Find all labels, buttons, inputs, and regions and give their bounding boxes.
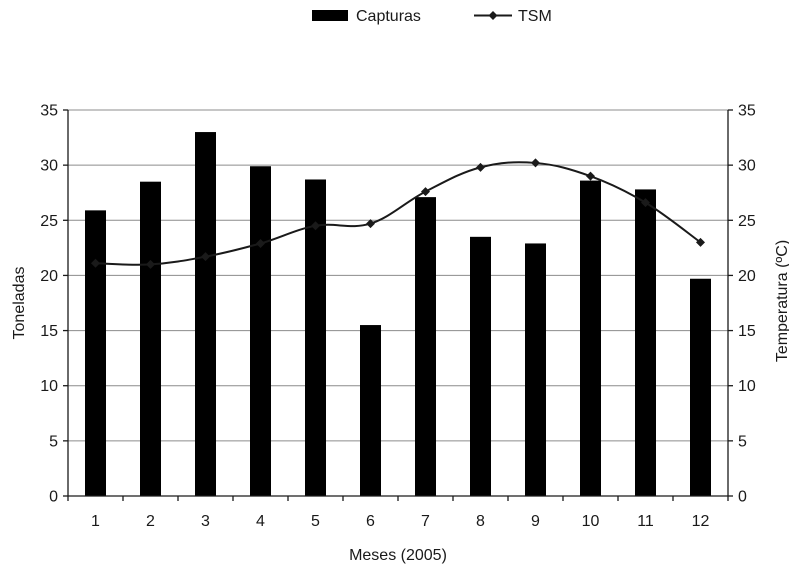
y-right-tick-label-25: 25 — [738, 213, 756, 230]
marker-tsm-3 — [201, 252, 210, 262]
x-tick-label-4: 4 — [256, 513, 265, 530]
bar-capturas-11 — [635, 189, 656, 497]
line-tsm — [95, 161, 702, 266]
x-tick-label-8: 8 — [476, 513, 485, 530]
marker-tsm-4 — [256, 238, 265, 248]
y-right-tick-label-5: 5 — [738, 433, 747, 450]
y-right-tick-label-30: 30 — [738, 158, 756, 175]
bar-capturas-5 — [305, 179, 326, 497]
legend-label-tsm: TSM — [518, 8, 552, 25]
y-left-tick-label-30: 30 — [40, 158, 58, 175]
y-right-tick-label-35: 35 — [738, 103, 756, 120]
y-left-tick-label-15: 15 — [40, 323, 58, 340]
bars — [85, 132, 711, 497]
y-left-tick-label-0: 0 — [49, 489, 58, 506]
tsm-series — [91, 158, 705, 269]
bar-capturas-9 — [525, 243, 546, 496]
legend-label-capturas: Capturas — [356, 8, 421, 25]
y-axis-left-title: Toneladas — [11, 267, 28, 340]
marker-tsm-6 — [366, 219, 375, 229]
y-right-tick-label-10: 10 — [738, 378, 756, 395]
marker-tsm-11 — [641, 198, 650, 208]
marker-tsm-10 — [586, 171, 595, 181]
y-left-tick-label-25: 25 — [40, 213, 58, 230]
y-axis-right-title: Temperatura (ºC) — [774, 240, 789, 362]
y-right-tick-label-15: 15 — [738, 323, 756, 340]
x-tick-label-1: 1 — [91, 513, 100, 530]
bar-capturas-6 — [360, 325, 381, 496]
legend-swatch-tsm-marker — [488, 11, 498, 20]
x-tick-label-6: 6 — [366, 513, 375, 530]
legend-swatch-capturas — [312, 10, 348, 21]
marker-tsm-8 — [476, 162, 485, 172]
grid — [68, 109, 728, 442]
marker-tsm-12 — [696, 237, 705, 247]
x-tick-label-3: 3 — [201, 513, 210, 530]
bar-capturas-2 — [140, 181, 161, 496]
marker-tsm-2 — [146, 259, 155, 269]
x-tick-label-11: 11 — [637, 513, 654, 530]
bar-capturas-4 — [250, 166, 271, 496]
y-right-tick-label-0: 0 — [738, 489, 747, 506]
x-tick-label-10: 10 — [582, 513, 600, 530]
x-axis-title: Meses (2005) — [349, 547, 447, 564]
y-left-tick-label-20: 20 — [40, 268, 58, 285]
marker-tsm-9 — [531, 158, 540, 168]
x-tick-label-7: 7 — [421, 513, 430, 530]
x-tick-label-12: 12 — [692, 513, 710, 530]
x-tick-label-2: 2 — [146, 513, 155, 530]
marker-tsm-1 — [91, 258, 100, 268]
x-tick-label-5: 5 — [311, 513, 320, 530]
bar-capturas-12 — [690, 278, 711, 496]
y-left-tick-label-5: 5 — [49, 433, 58, 450]
marker-tsm-7 — [421, 187, 430, 197]
bar-capturas-3 — [195, 132, 216, 497]
bar-capturas-8 — [470, 236, 491, 497]
y-right-tick-label-20: 20 — [738, 268, 756, 285]
bar-capturas-10 — [580, 180, 601, 496]
legend: Capturas TSM — [312, 8, 552, 25]
y-left-tick-label-10: 10 — [40, 378, 58, 395]
marker-tsm-5 — [311, 221, 320, 231]
bar-capturas-1 — [85, 210, 106, 497]
bar-capturas-7 — [415, 197, 436, 496]
x-tick-label-9: 9 — [531, 513, 540, 530]
y-left-tick-label-35: 35 — [40, 103, 58, 120]
